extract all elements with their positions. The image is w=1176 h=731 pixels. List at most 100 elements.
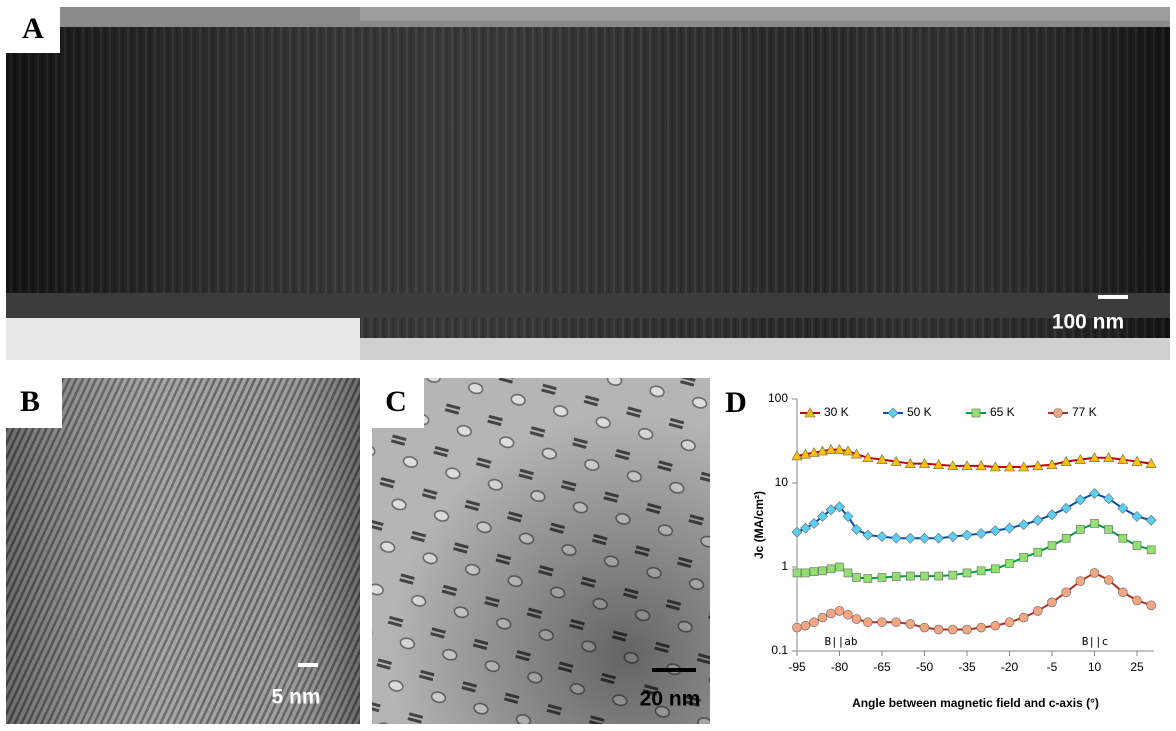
- panel-c: 20 nm C: [372, 378, 710, 724]
- substrate: [6, 318, 360, 360]
- marker: [842, 445, 854, 456]
- image-shading: [372, 378, 710, 724]
- scale-bar: [652, 668, 696, 672]
- marker: [1005, 559, 1014, 568]
- marker: [947, 460, 959, 471]
- marker: [1103, 575, 1114, 585]
- marker: [904, 458, 916, 468]
- marker: [1061, 587, 1071, 598]
- label-box: [6, 378, 62, 428]
- marker: [961, 460, 973, 471]
- marker: [1089, 568, 1100, 578]
- marker: [877, 617, 887, 628]
- marker: [825, 504, 837, 516]
- marker: [1061, 533, 1071, 543]
- marker: [948, 624, 958, 635]
- marker: [934, 571, 943, 581]
- marker: [843, 568, 853, 578]
- marker: [1131, 455, 1143, 466]
- marker: [1117, 502, 1129, 514]
- marker: [1018, 612, 1029, 623]
- y-tick-label: 10: [775, 475, 789, 489]
- marker: [975, 460, 987, 471]
- marker: [887, 407, 899, 419]
- marker: [1132, 595, 1142, 606]
- annotation: B||ab: [824, 635, 857, 648]
- marker: [876, 453, 888, 464]
- marker: [1117, 453, 1129, 464]
- marker: [962, 624, 972, 635]
- marker: [948, 570, 958, 580]
- marker: [850, 448, 863, 459]
- panel-b: 5 nm B: [6, 378, 360, 724]
- marker: [809, 617, 819, 628]
- marker: [1004, 617, 1015, 628]
- marker: [833, 443, 846, 454]
- marker: [891, 572, 901, 581]
- marker: [920, 571, 929, 581]
- marker: [976, 622, 986, 633]
- panel-label: D: [725, 386, 747, 419]
- panel-d: D 0.1 1 10 100 -95 -80 -65 -50 -35 -20 -5 10 25 Angle…: [725, 386, 1157, 710]
- x-tick-label: -5: [1047, 660, 1058, 674]
- marker: [1074, 494, 1086, 506]
- marker: [1090, 519, 1099, 528]
- marker: [1088, 452, 1101, 463]
- marker: [890, 532, 902, 544]
- marker: [863, 617, 873, 628]
- x-tick-label: -20: [1001, 660, 1019, 674]
- marker: [1003, 461, 1016, 472]
- legend-label: 50 K: [907, 405, 932, 419]
- scale-label: 5 nm: [271, 686, 320, 709]
- marker: [862, 529, 874, 541]
- marker: [816, 445, 829, 456]
- marker: [804, 407, 816, 418]
- marker: [1033, 606, 1043, 616]
- marker: [877, 573, 887, 582]
- marker: [989, 525, 1001, 537]
- marker: [1146, 600, 1156, 611]
- marker: [1118, 587, 1128, 598]
- marker: [1047, 597, 1057, 608]
- y-tick-label: 1: [781, 559, 788, 573]
- marker: [933, 624, 944, 635]
- label-box: [6, 7, 60, 53]
- marker: [1146, 545, 1156, 555]
- marker: [863, 574, 873, 583]
- marker: [1103, 452, 1115, 463]
- legend-label: 30 K: [824, 405, 849, 419]
- x-tick-label: -65: [873, 660, 891, 674]
- x-tick-label: -35: [958, 660, 976, 674]
- annotation: B||c: [1082, 635, 1109, 648]
- marker: [801, 568, 810, 578]
- substrate: [360, 338, 1170, 360]
- marker: [792, 568, 802, 578]
- marker: [1033, 547, 1043, 557]
- marker: [800, 522, 811, 534]
- marker: [799, 448, 812, 459]
- marker: [1118, 533, 1128, 543]
- marker: [991, 564, 1000, 574]
- marker: [976, 566, 986, 576]
- marker: [933, 459, 945, 470]
- marker: [862, 452, 874, 463]
- marker: [1032, 514, 1044, 526]
- marker: [1004, 522, 1015, 534]
- panel-label: A: [22, 12, 44, 45]
- marker: [891, 617, 901, 628]
- marker: [1103, 493, 1115, 505]
- marker: [1145, 458, 1157, 468]
- marker: [809, 567, 819, 576]
- marker: [904, 532, 916, 544]
- marker: [1018, 461, 1030, 472]
- marker: [906, 571, 915, 581]
- marker: [842, 511, 854, 522]
- marker: [826, 564, 836, 574]
- marker: [975, 528, 987, 539]
- y-axis-title: Jc (MA/cm²): [752, 491, 766, 559]
- x-tick-label: 10: [1088, 660, 1102, 674]
- marker: [808, 446, 820, 457]
- x-tick-label: -95: [788, 660, 806, 674]
- marker: [835, 562, 844, 572]
- scale-bar: [298, 663, 318, 667]
